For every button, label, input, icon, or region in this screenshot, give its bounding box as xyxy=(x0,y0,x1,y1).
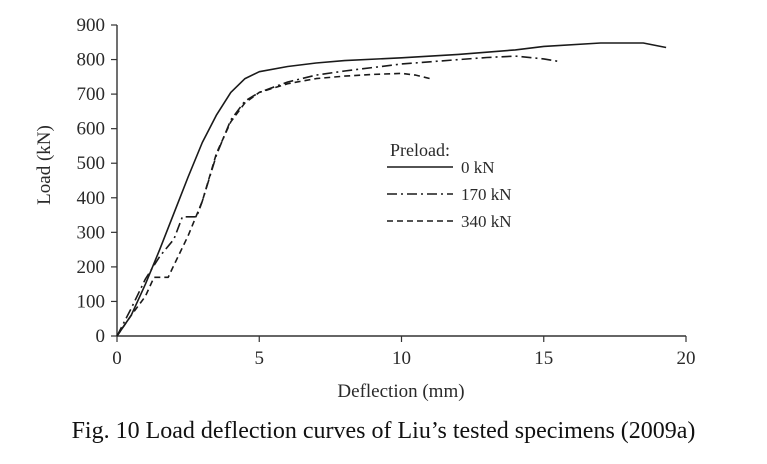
figure-caption: Fig. 10 Load deflection curves of Liu’s … xyxy=(71,418,696,444)
y-axis-ticks: 0 100 200 300 400 500 600 700 800 900 xyxy=(77,15,117,347)
x-tick-label: 20 xyxy=(677,348,696,369)
legend: Preload: 0 kN 170 kN 340 kN xyxy=(387,140,512,231)
y-tick-label: 200 xyxy=(77,257,106,278)
y-tick-label: 300 xyxy=(77,222,106,243)
y-tick-label: 600 xyxy=(77,119,106,140)
x-tick-label: 5 xyxy=(255,348,265,369)
legend-label: 340 kN xyxy=(461,212,512,231)
y-tick-label: 700 xyxy=(77,84,106,105)
x-tick-label: 10 xyxy=(392,348,411,369)
series-line-2 xyxy=(116,55,559,337)
x-tick-label: 0 xyxy=(112,348,122,369)
legend-label: 0 kN xyxy=(461,158,495,177)
y-tick-label: 0 xyxy=(96,326,106,347)
y-tick-label: 900 xyxy=(77,15,106,36)
series-line-3 xyxy=(116,72,431,337)
y-tick-label: 400 xyxy=(77,188,106,209)
legend-label: 170 kN xyxy=(461,185,512,204)
y-tick-label: 800 xyxy=(77,50,106,71)
legend-items: 0 kN 170 kN 340 kN xyxy=(387,158,512,231)
x-tick-label: 15 xyxy=(534,348,553,369)
x-axis-label: Deflection (mm) xyxy=(337,381,464,402)
x-axis-ticks: 0 5 10 15 20 xyxy=(112,336,696,369)
series-line-1 xyxy=(116,42,667,337)
y-tick-label: 100 xyxy=(77,291,106,312)
series-layer xyxy=(116,42,667,337)
y-tick-label: 500 xyxy=(77,153,106,174)
legend-title: Preload: xyxy=(390,140,450,160)
y-axis-label: Load (kN) xyxy=(34,125,55,205)
